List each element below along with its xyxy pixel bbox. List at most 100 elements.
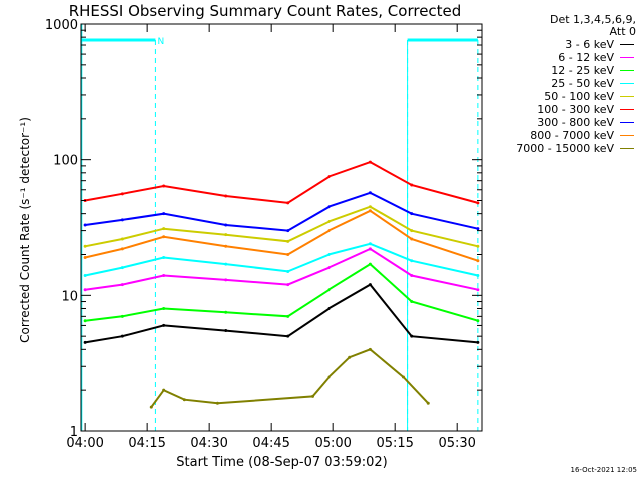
legend-label-7: 800 - 7000 keV — [530, 129, 614, 142]
series-1-point-5 — [327, 266, 331, 270]
series-0-point-4 — [286, 334, 290, 338]
series-line-6 — [84, 191, 479, 232]
series-6-point-4 — [286, 229, 290, 233]
series-line-1 — [84, 247, 479, 291]
series-1-point-1 — [120, 283, 124, 287]
series-8-point-3 — [215, 401, 219, 405]
x-tick-label-6: 05:30 — [438, 436, 475, 451]
series-line-7 — [84, 209, 479, 262]
series-6-point-5 — [327, 205, 331, 209]
legend-label-4: 50 - 100 keV — [544, 90, 614, 103]
series-1-point-6 — [368, 247, 372, 251]
series-7-point-5 — [327, 229, 331, 233]
x-tick-label-3: 04:45 — [252, 436, 289, 451]
series-8-point-7 — [368, 347, 372, 351]
series-8-point-6 — [348, 355, 352, 359]
series-2-point-2 — [162, 306, 166, 310]
series-5-point-6 — [368, 160, 372, 164]
series-4-point-1 — [120, 237, 124, 241]
series-3-point-0 — [83, 274, 87, 278]
series-3-point-7 — [410, 259, 414, 263]
series-3-point-6 — [368, 242, 372, 246]
series-layer — [83, 160, 480, 409]
series-6-point-0 — [83, 223, 87, 227]
series-line-0 — [84, 283, 478, 344]
legend-swatch-1 — [620, 57, 634, 58]
series-line-5 — [84, 161, 479, 204]
legend-header-attenuator: Att 0 — [609, 25, 636, 38]
series-7-point-3 — [224, 244, 228, 248]
series-2-point-3 — [224, 310, 228, 314]
chart-title: RHESSI Observing Summary Count Rates, Co… — [69, 2, 462, 20]
timestamp-footer: 16-Oct-2021 12:05 — [570, 466, 637, 474]
series-3-point-4 — [286, 269, 290, 273]
series-4-point-3 — [224, 233, 228, 237]
series-5-point-5 — [327, 175, 331, 179]
legend-rows: 3 - 6 keV 6 - 12 keV 12 - 25 keV 25 - 50 ke… — [476, 38, 636, 155]
legend-item-6: 300 - 800 keV — [476, 116, 636, 129]
legend-item-2: 12 - 25 keV — [476, 64, 636, 77]
legend-label-3: 25 - 50 keV — [551, 77, 614, 90]
series-4-point-2 — [162, 227, 166, 231]
series-1-point-3 — [224, 278, 228, 282]
series-7-point-0 — [83, 256, 87, 260]
legend-item-5: 100 - 300 keV — [476, 103, 636, 116]
legend-item-0: 3 - 6 keV — [476, 38, 636, 51]
legend-swatch-6 — [620, 122, 634, 123]
series-8-point-4 — [311, 394, 315, 398]
series-0-point-5 — [327, 306, 331, 310]
legend-item-7: 800 - 7000 keV — [476, 129, 636, 142]
series-7-point-1 — [120, 247, 124, 251]
series-line-2 — [84, 262, 479, 322]
y-axis: 1 10 100 1000 — [45, 18, 482, 440]
series-0-point-2 — [162, 323, 166, 327]
series-8-point-9 — [426, 401, 430, 405]
series-4-point-4 — [286, 239, 290, 243]
x-tick-label-2: 04:30 — [190, 436, 227, 451]
series-8-point-0 — [149, 405, 153, 409]
legend-item-8: 7000 - 15000 keV — [476, 142, 636, 155]
legend-label-1: 6 - 12 keV — [558, 51, 614, 64]
annotation-0: N — [158, 37, 165, 47]
series-3-point-3 — [224, 262, 228, 266]
series-7-point-7 — [410, 237, 414, 241]
series-2-point-8 — [476, 319, 480, 323]
series-0-point-7 — [410, 334, 414, 338]
series-6-point-8 — [476, 227, 480, 231]
series-5-point-2 — [162, 184, 166, 188]
y-tick-label-3: 1000 — [45, 18, 78, 33]
series-3-point-8 — [476, 274, 480, 278]
series-2-point-4 — [286, 314, 290, 318]
legend-swatch-4 — [620, 96, 634, 97]
series-line-3 — [84, 242, 479, 277]
series-1-point-8 — [476, 288, 480, 292]
y-axis-label: Corrected Count Rate (s⁻¹ detector⁻¹) — [18, 117, 32, 343]
series-2-point-6 — [368, 262, 372, 266]
series-4-point-7 — [410, 229, 414, 233]
legend-label-8: 7000 - 15000 keV — [516, 142, 614, 155]
y-tick-label-0: 1 — [70, 425, 78, 440]
series-4-point-0 — [83, 244, 87, 248]
legend-label-2: 12 - 25 keV — [551, 64, 614, 77]
series-line-8 — [150, 348, 430, 408]
legend-item-3: 25 - 50 keV — [476, 77, 636, 90]
series-4-point-8 — [476, 244, 480, 248]
x-tick-label-0: 04:00 — [66, 436, 103, 451]
legend-swatch-7 — [620, 135, 634, 136]
series-8-point-5 — [327, 375, 331, 379]
series-7-point-6 — [368, 209, 372, 213]
series-5-point-8 — [476, 201, 480, 205]
x-axis-label: Start Time (08-Sep-07 03:59:02) — [176, 455, 387, 470]
series-6-point-1 — [120, 218, 124, 222]
legend-label-5: 100 - 300 keV — [537, 103, 614, 116]
x-tick-label-4: 05:00 — [314, 436, 351, 451]
legend: Det 1,3,4,5,6,9, Att 0 3 - 6 keV 6 - 12 k… — [476, 14, 636, 156]
x-axis: 04:00 04:15 04:30 04:45 05:00 05:15 05:30 — [66, 24, 476, 451]
series-8-point-2 — [182, 398, 186, 402]
series-8-point-1 — [162, 388, 166, 392]
series-0-point-6 — [368, 283, 372, 287]
series-5-point-3 — [224, 194, 228, 198]
series-2-point-1 — [120, 314, 124, 318]
legend-swatch-5 — [620, 109, 634, 110]
